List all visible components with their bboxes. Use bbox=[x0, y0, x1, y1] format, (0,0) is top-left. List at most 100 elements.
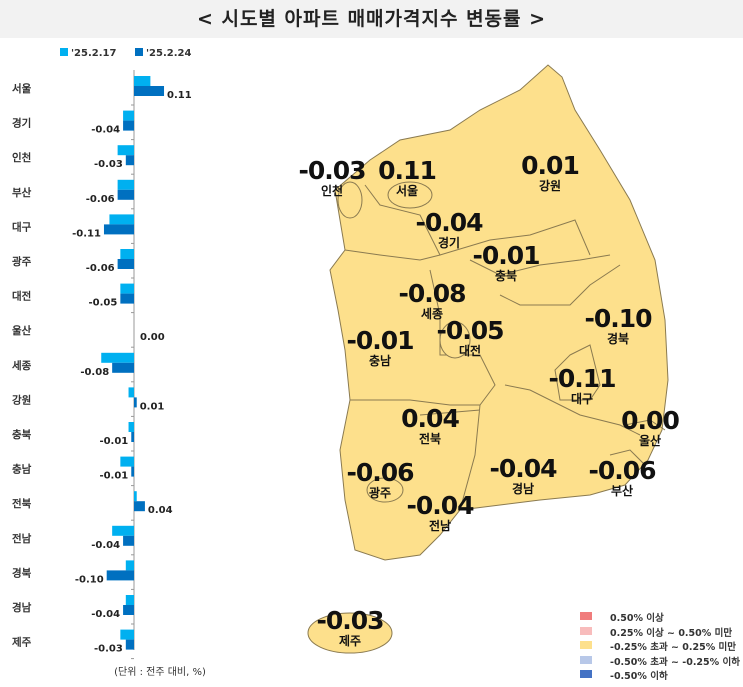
legend-label: '25.2.24 bbox=[146, 48, 191, 59]
bar-1 bbox=[125, 560, 134, 571]
bar-2 bbox=[134, 86, 165, 96]
seoul-shape bbox=[387, 181, 433, 209]
region-name: 부산 bbox=[610, 484, 634, 498]
region-value: -0.06 bbox=[588, 456, 656, 485]
region-value: 0.01 bbox=[521, 151, 580, 180]
data-label: 0.00 bbox=[140, 332, 165, 343]
region-value: -0.05 bbox=[436, 316, 504, 345]
region-value: -0.04 bbox=[489, 454, 557, 483]
bar-1 bbox=[120, 283, 134, 294]
map-region-13: -0.04 경남 bbox=[489, 454, 557, 497]
region-value: 0.04 bbox=[401, 404, 460, 433]
map-region-3: -0.04 경기 bbox=[415, 210, 483, 251]
region-value: 0.11 bbox=[378, 156, 437, 185]
data-label: -0.03 bbox=[94, 644, 123, 655]
map-legend-label: -0.50% 이하 bbox=[610, 671, 668, 682]
bar-2 bbox=[131, 466, 134, 477]
bar-2 bbox=[106, 570, 134, 581]
category-label: 세종 bbox=[12, 359, 32, 372]
region-value: -0.03 bbox=[316, 606, 384, 635]
category-label: 충북 bbox=[12, 428, 32, 441]
category-label: 광주 bbox=[12, 256, 32, 268]
bar-1 bbox=[117, 179, 134, 190]
map-region-2: 0.01 강원 bbox=[521, 151, 580, 194]
bar-1 bbox=[101, 352, 134, 363]
category-label: 제주 bbox=[12, 636, 32, 649]
korea-map bbox=[307, 64, 669, 654]
bar-1 bbox=[120, 629, 134, 640]
daejeon-shape bbox=[439, 321, 471, 359]
data-label: 0.04 bbox=[148, 505, 173, 516]
map-region-9: -0.11 대구 bbox=[548, 364, 616, 407]
category-label: 경남 bbox=[12, 601, 32, 614]
bar-1 bbox=[120, 456, 134, 467]
data-label: -0.11 bbox=[72, 228, 101, 239]
category-label: 강원 bbox=[12, 393, 31, 406]
data-label: -0.04 bbox=[91, 540, 120, 551]
bar-2 bbox=[134, 501, 145, 512]
map-region-0: -0.03 인천 bbox=[298, 156, 366, 199]
region-name: 인천 bbox=[320, 184, 344, 198]
bar-2 bbox=[125, 155, 134, 166]
bar-2 bbox=[117, 259, 134, 269]
bar-2 bbox=[125, 639, 134, 650]
data-label: -0.01 bbox=[99, 471, 128, 482]
region-name: 경기 bbox=[437, 236, 461, 250]
category-label: 경북 bbox=[12, 566, 32, 579]
category-label: 인천 bbox=[12, 151, 31, 164]
legend-swatch bbox=[135, 48, 143, 56]
bar-2 bbox=[123, 605, 134, 615]
category-label: 부산 bbox=[12, 186, 32, 199]
map-region-4: -0.01 충북 bbox=[472, 243, 540, 284]
bar-1 bbox=[109, 214, 134, 225]
region-value: -0.10 bbox=[584, 304, 652, 333]
map-region-15: -0.04 전남 bbox=[406, 493, 474, 534]
map-region-16: -0.03 제주 bbox=[316, 606, 384, 649]
region-value: -0.01 bbox=[346, 326, 414, 355]
region-value: -0.11 bbox=[548, 364, 616, 393]
unit-note: (단위 : 전주 대비, %) bbox=[114, 665, 206, 678]
region-name: 충북 bbox=[494, 269, 518, 283]
bar-2 bbox=[123, 535, 134, 546]
data-label: -0.01 bbox=[99, 436, 128, 447]
map-legend-swatch bbox=[580, 626, 592, 635]
gwangju-shape bbox=[366, 477, 404, 503]
map-legend-label: -0.25% 초과 ~ 0.25% 미만 bbox=[610, 642, 737, 653]
data-label: -0.03 bbox=[94, 159, 123, 170]
bar-1 bbox=[112, 525, 134, 536]
map-region-10: 0.04 전북 bbox=[401, 404, 460, 447]
region-name: 울산 bbox=[638, 434, 662, 448]
category-label: 전남 bbox=[12, 532, 32, 545]
category-label: 대전 bbox=[12, 290, 31, 303]
data-label: -0.08 bbox=[80, 367, 109, 378]
bar-1 bbox=[128, 387, 134, 398]
region-name: 제주 bbox=[338, 634, 362, 648]
legend-label: '25.2.17 bbox=[71, 48, 116, 59]
incheon-shape bbox=[337, 181, 363, 219]
region-name: 대구 bbox=[570, 392, 594, 406]
category-label: 전북 bbox=[12, 497, 32, 510]
region-value: -0.03 bbox=[298, 156, 366, 185]
data-label: 0.01 bbox=[140, 401, 165, 412]
category-label: 대구 bbox=[12, 220, 32, 233]
region-name: 경북 bbox=[606, 332, 630, 346]
page-title: < 시도별 아파트 매매가격지수 변동률 > bbox=[0, 0, 743, 38]
region-name: 세종 bbox=[420, 307, 444, 321]
region-name: 강원 bbox=[538, 179, 562, 193]
region-borders bbox=[344, 184, 666, 511]
bar-2 bbox=[120, 293, 134, 304]
map-legend-label: 0.50% 이상 bbox=[610, 613, 664, 624]
map-legend-swatch bbox=[580, 612, 592, 620]
region-name: 전북 bbox=[418, 432, 442, 446]
category-label: 충남 bbox=[12, 463, 32, 476]
map-legend-label: -0.50% 초과 ~ -0.25% 이하 bbox=[610, 656, 740, 668]
bar-1 bbox=[134, 76, 151, 86]
data-label: -0.06 bbox=[86, 263, 115, 274]
region-value: -0.08 bbox=[398, 279, 466, 308]
data-label: -0.04 bbox=[91, 609, 120, 620]
map-region-14: -0.06 부산 bbox=[588, 456, 656, 499]
region-name: 충남 bbox=[368, 354, 392, 368]
legend-swatch bbox=[60, 48, 68, 56]
map-region-1: 0.11 서울 bbox=[378, 156, 437, 199]
region-name: 경남 bbox=[511, 482, 535, 496]
